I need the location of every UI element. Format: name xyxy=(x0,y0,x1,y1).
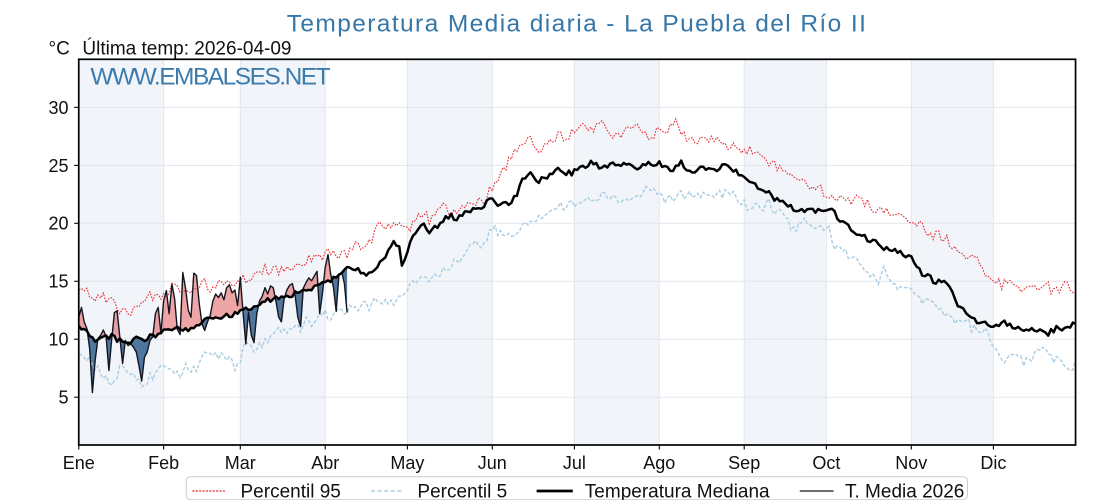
svg-text:15: 15 xyxy=(48,272,68,292)
svg-text:Percentil 5: Percentil 5 xyxy=(417,482,507,500)
svg-text:May: May xyxy=(390,453,424,473)
svg-text:Mar: Mar xyxy=(225,453,256,473)
svg-text:Jun: Jun xyxy=(478,453,507,473)
svg-text:Temperatura Media diaria - La: Temperatura Media diaria - La Puebla del… xyxy=(287,10,868,37)
svg-text:10: 10 xyxy=(48,330,68,350)
svg-text:Jul: Jul xyxy=(563,453,586,473)
svg-text:Abr: Abr xyxy=(311,453,339,473)
svg-text:Nov: Nov xyxy=(895,453,927,473)
svg-text:Última temp: 2026-04-09: Última temp: 2026-04-09 xyxy=(82,38,291,60)
svg-text:Percentil 95: Percentil 95 xyxy=(241,482,341,500)
svg-text:20: 20 xyxy=(48,214,68,234)
svg-text:Temperatura Mediana: Temperatura Mediana xyxy=(585,482,770,500)
svg-text:25: 25 xyxy=(48,156,68,176)
svg-text:Ago: Ago xyxy=(643,453,675,473)
svg-text:30: 30 xyxy=(48,98,68,118)
svg-text:Oct: Oct xyxy=(812,453,840,473)
svg-text:WWW.EMBALSES.NET: WWW.EMBALSES.NET xyxy=(90,64,330,91)
svg-text:5: 5 xyxy=(58,388,68,408)
svg-text:Ene: Ene xyxy=(63,453,95,473)
svg-text:Dic: Dic xyxy=(980,453,1006,473)
svg-text:Sep: Sep xyxy=(728,453,760,473)
svg-text:T. Media 2026: T. Media 2026 xyxy=(845,482,964,500)
svg-text:°C: °C xyxy=(49,39,70,60)
svg-text:Feb: Feb xyxy=(148,453,179,473)
